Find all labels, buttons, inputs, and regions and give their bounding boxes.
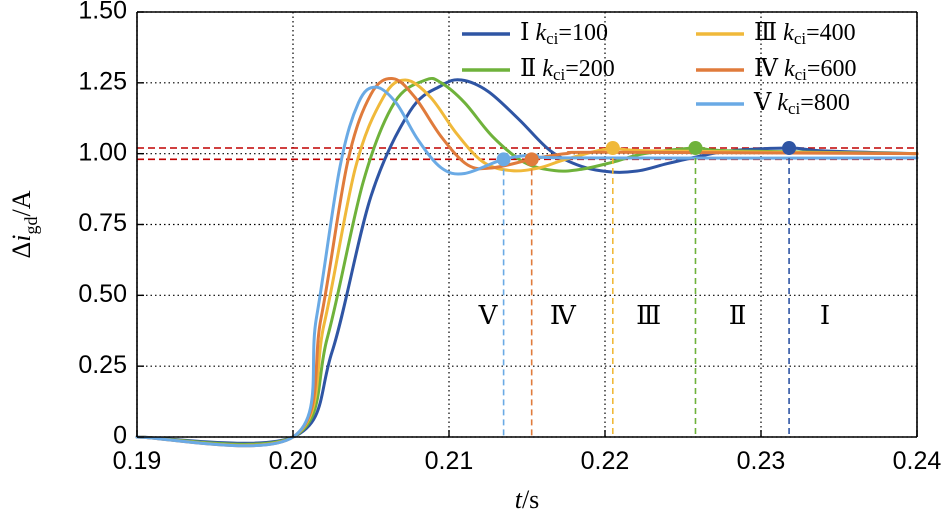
series-line-IV: [135, 77, 919, 448]
series-line-V: [135, 85, 919, 448]
axes: 0.19 0.20 0.21 0.22 0.23 0.24 0 0.25 0.50 0.75 1.0…: [7, 0, 941, 514]
y-tick-label: 0: [113, 422, 127, 450]
legend-item-IV: Ⅳ kci=600: [696, 56, 856, 84]
legend-label-II: Ⅱ kci=200: [520, 56, 615, 84]
y-tick-label: 1.25: [78, 67, 127, 95]
x-tick-label: 0.20: [269, 447, 318, 475]
region-label: Ⅲ: [636, 301, 661, 330]
region-labels: Ⅴ Ⅳ Ⅲ Ⅱ Ⅰ: [478, 301, 830, 330]
region-label: Ⅴ: [478, 301, 499, 330]
y-tick-label: 0.75: [78, 209, 127, 237]
x-tick-label: 0.24: [893, 447, 942, 475]
legend-label-IV: Ⅳ kci=600: [754, 56, 856, 84]
settling-point-II: [688, 141, 703, 155]
series-line-III: [135, 78, 919, 447]
y-axis-title: Δigd/A: [7, 190, 41, 258]
x-axis-title: t/s: [515, 485, 540, 514]
legend-item-III: Ⅲ kci=400: [696, 20, 856, 48]
x-tick-label: 0.23: [737, 447, 786, 475]
y-tick-label: 0.25: [78, 351, 127, 379]
settling-point-V: [496, 152, 511, 167]
y-tick-label: 1.50: [78, 0, 127, 25]
settling-point-IV: [524, 152, 539, 167]
settling-markers: [496, 141, 797, 437]
settling-point-III: [605, 141, 620, 155]
x-tick-label: 0.21: [425, 447, 474, 475]
legend: Ⅰ kci=100 Ⅱ kci=200 Ⅲ kci=400 Ⅳ kci=600 Ⅴ kc…: [462, 20, 856, 118]
region-label: Ⅰ: [820, 301, 830, 330]
legend-label-III: Ⅲ kci=400: [754, 20, 856, 48]
legend-label-I: Ⅰ kci=100: [520, 20, 608, 48]
legend-item-II: Ⅱ kci=200: [462, 56, 615, 84]
legend-label-V: Ⅴ kci=800: [753, 90, 850, 118]
series-curves: [135, 76, 919, 448]
series-line-II: [135, 76, 919, 446]
y-tick-label: 0.50: [78, 280, 127, 308]
x-tick-label: 0.19: [113, 447, 162, 475]
series-line-I: [135, 78, 919, 445]
region-label: Ⅳ: [550, 301, 577, 330]
settling-point-I: [782, 141, 797, 155]
x-tick-label: 0.22: [581, 447, 630, 475]
legend-item-V: Ⅴ kci=800: [696, 90, 850, 118]
legend-item-I: Ⅰ kci=100: [462, 20, 608, 48]
y-tick-label: 1.00: [78, 138, 127, 166]
region-label: Ⅱ: [729, 301, 747, 330]
